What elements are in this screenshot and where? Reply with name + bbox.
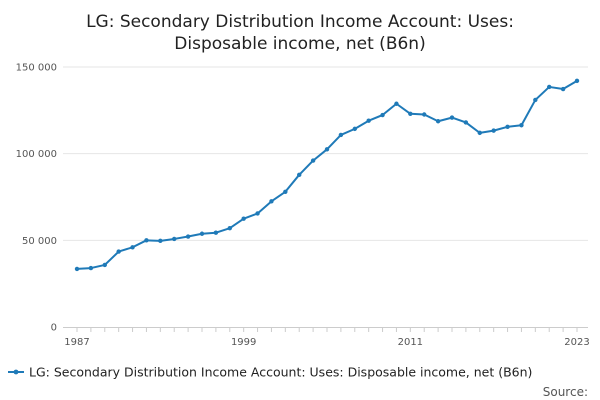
data-point[interactable] xyxy=(505,124,510,129)
legend-swatch-marker xyxy=(13,369,19,375)
y-gridlines xyxy=(63,66,588,241)
data-point[interactable] xyxy=(574,78,580,84)
y-tick-label: 100 000 xyxy=(16,149,57,160)
x-tick-labels: 1987 1999 2011 2023 xyxy=(64,337,589,348)
data-point[interactable] xyxy=(324,147,330,152)
data-point[interactable] xyxy=(394,101,399,106)
data-point[interactable] xyxy=(88,265,94,271)
series-layer xyxy=(74,78,580,272)
data-point[interactable] xyxy=(477,130,482,136)
data-point[interactable] xyxy=(283,189,288,194)
data-point[interactable] xyxy=(519,123,524,128)
data-point[interactable] xyxy=(338,132,344,138)
data-point[interactable] xyxy=(199,231,205,236)
y-tick-label: 150 000 xyxy=(16,63,57,74)
data-point[interactable] xyxy=(185,234,191,239)
legend-series-label: LG: Secondary Distribution Income Accoun… xyxy=(29,365,532,380)
chart-title-line-1: LG: Secondary Distribution Income Accoun… xyxy=(86,12,514,32)
data-point[interactable] xyxy=(241,216,246,221)
data-point[interactable] xyxy=(547,84,552,90)
data-point[interactable] xyxy=(158,238,163,244)
data-point[interactable] xyxy=(422,112,427,117)
x-tick-label: 2023 xyxy=(564,337,589,348)
data-point[interactable] xyxy=(130,245,135,250)
data-point[interactable] xyxy=(102,262,107,268)
source-label: Source: xyxy=(543,385,588,399)
x-axis xyxy=(63,327,588,332)
data-point[interactable] xyxy=(255,211,260,216)
x-tick-label: 2011 xyxy=(398,337,423,348)
data-point[interactable] xyxy=(491,128,496,133)
data-point[interactable] xyxy=(366,118,371,123)
data-point[interactable] xyxy=(297,172,302,178)
data-point[interactable] xyxy=(380,112,385,118)
x-tick-label: 1999 xyxy=(231,337,256,348)
y-tick-labels: 0 50 000 100 000 150 000 xyxy=(16,63,57,334)
data-point[interactable] xyxy=(435,119,441,124)
y-tick-label: 50 000 xyxy=(22,236,57,247)
data-point[interactable] xyxy=(269,199,274,204)
chart-title-line-2: Disposable income, net (B6n) xyxy=(174,34,425,54)
data-point[interactable] xyxy=(463,120,469,125)
data-point[interactable] xyxy=(449,115,455,120)
x-tick-label: 1987 xyxy=(64,337,89,348)
data-point[interactable] xyxy=(310,158,316,163)
data-point[interactable] xyxy=(533,97,538,103)
legend[interactable]: LG: Secondary Distribution Income Accoun… xyxy=(8,365,532,380)
data-point[interactable] xyxy=(227,226,232,231)
data-point[interactable] xyxy=(74,266,80,272)
data-point[interactable] xyxy=(116,249,121,254)
data-point[interactable] xyxy=(213,230,219,235)
data-point[interactable] xyxy=(144,238,149,243)
data-point[interactable] xyxy=(352,126,357,132)
y-tick-label: 0 xyxy=(51,323,57,334)
data-point[interactable] xyxy=(560,86,566,92)
data-point[interactable] xyxy=(172,236,177,242)
data-point[interactable] xyxy=(408,111,413,117)
